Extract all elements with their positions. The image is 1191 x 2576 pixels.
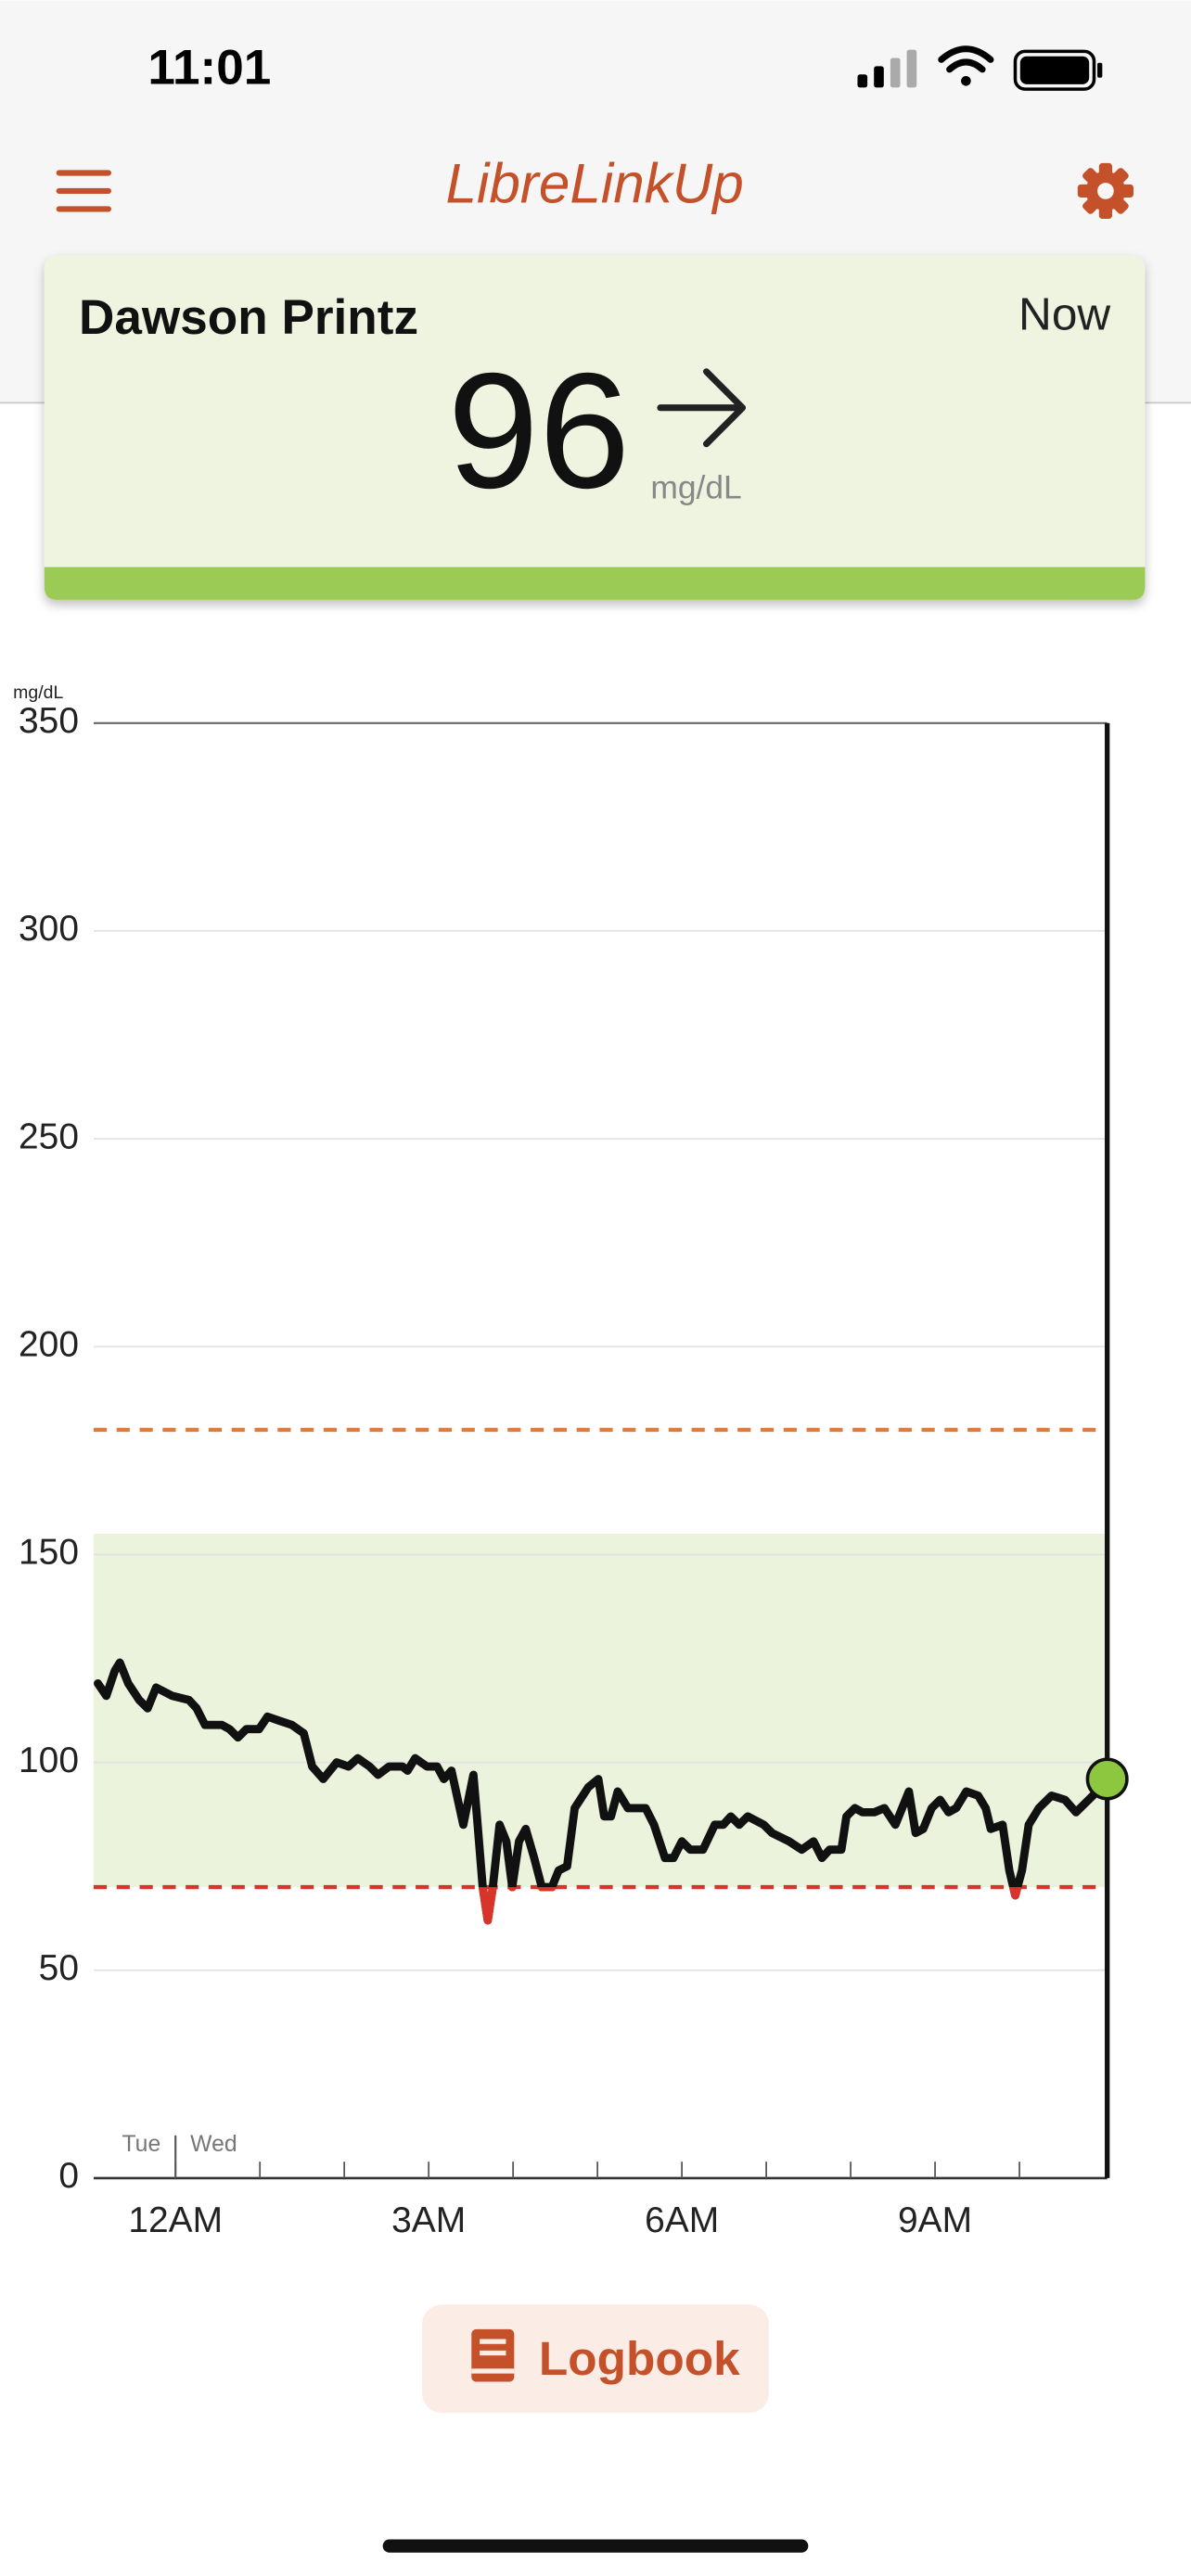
x-tick-label: 6AM [645, 2200, 719, 2240]
day-label: Wed [190, 2132, 237, 2157]
logbook-label: Logbook [539, 2332, 740, 2385]
y-tick-label: 100 [19, 1741, 79, 1780]
y-axis-label: mg/dL [13, 682, 63, 703]
glucose-chart: 0 50 100 150 200 250 300 350 12AM 3AM 6AM 9AM Tue Wed [19, 701, 1129, 2240]
current-reading-dot [1085, 1757, 1129, 1801]
wifi-icon [938, 45, 994, 86]
y-tick-label: 350 [19, 701, 79, 741]
signal-icon [857, 49, 917, 88]
y-tick-label: 50 [39, 1948, 79, 1988]
day-label: Tue [122, 2132, 160, 2157]
home-indicator [382, 2539, 809, 2553]
reading-unit: mg/dL [650, 469, 741, 506]
glucose-line [94, 1658, 1112, 1925]
reading-time: Now [1018, 287, 1110, 339]
y-tick-label: 200 [19, 1325, 79, 1365]
menu-button[interactable] [56, 170, 111, 212]
reading-value: 96 [447, 338, 630, 522]
target-range [93, 1533, 1108, 1888]
logbook-button[interactable]: Logbook [422, 2304, 769, 2414]
status-time: 11:01 [147, 41, 271, 96]
battery-icon [1013, 49, 1103, 91]
x-tick-label: 3AM [391, 2200, 466, 2240]
patient-name: Dawson Printz [79, 290, 418, 345]
y-tick-label: 150 [19, 1533, 79, 1573]
reading-card [44, 255, 1146, 600]
y-tick-label: 0 [58, 2156, 79, 2196]
y-tick-label: 250 [19, 1116, 79, 1156]
settings-button[interactable] [1077, 162, 1134, 220]
trend-arrow [657, 368, 747, 448]
y-tick-label: 300 [19, 909, 79, 949]
app-title: LibreLinkUp [445, 151, 743, 214]
x-tick-label: 9AM [898, 2200, 972, 2240]
x-tick-label: 12AM [128, 2200, 223, 2240]
logbook-icon [471, 2328, 515, 2382]
